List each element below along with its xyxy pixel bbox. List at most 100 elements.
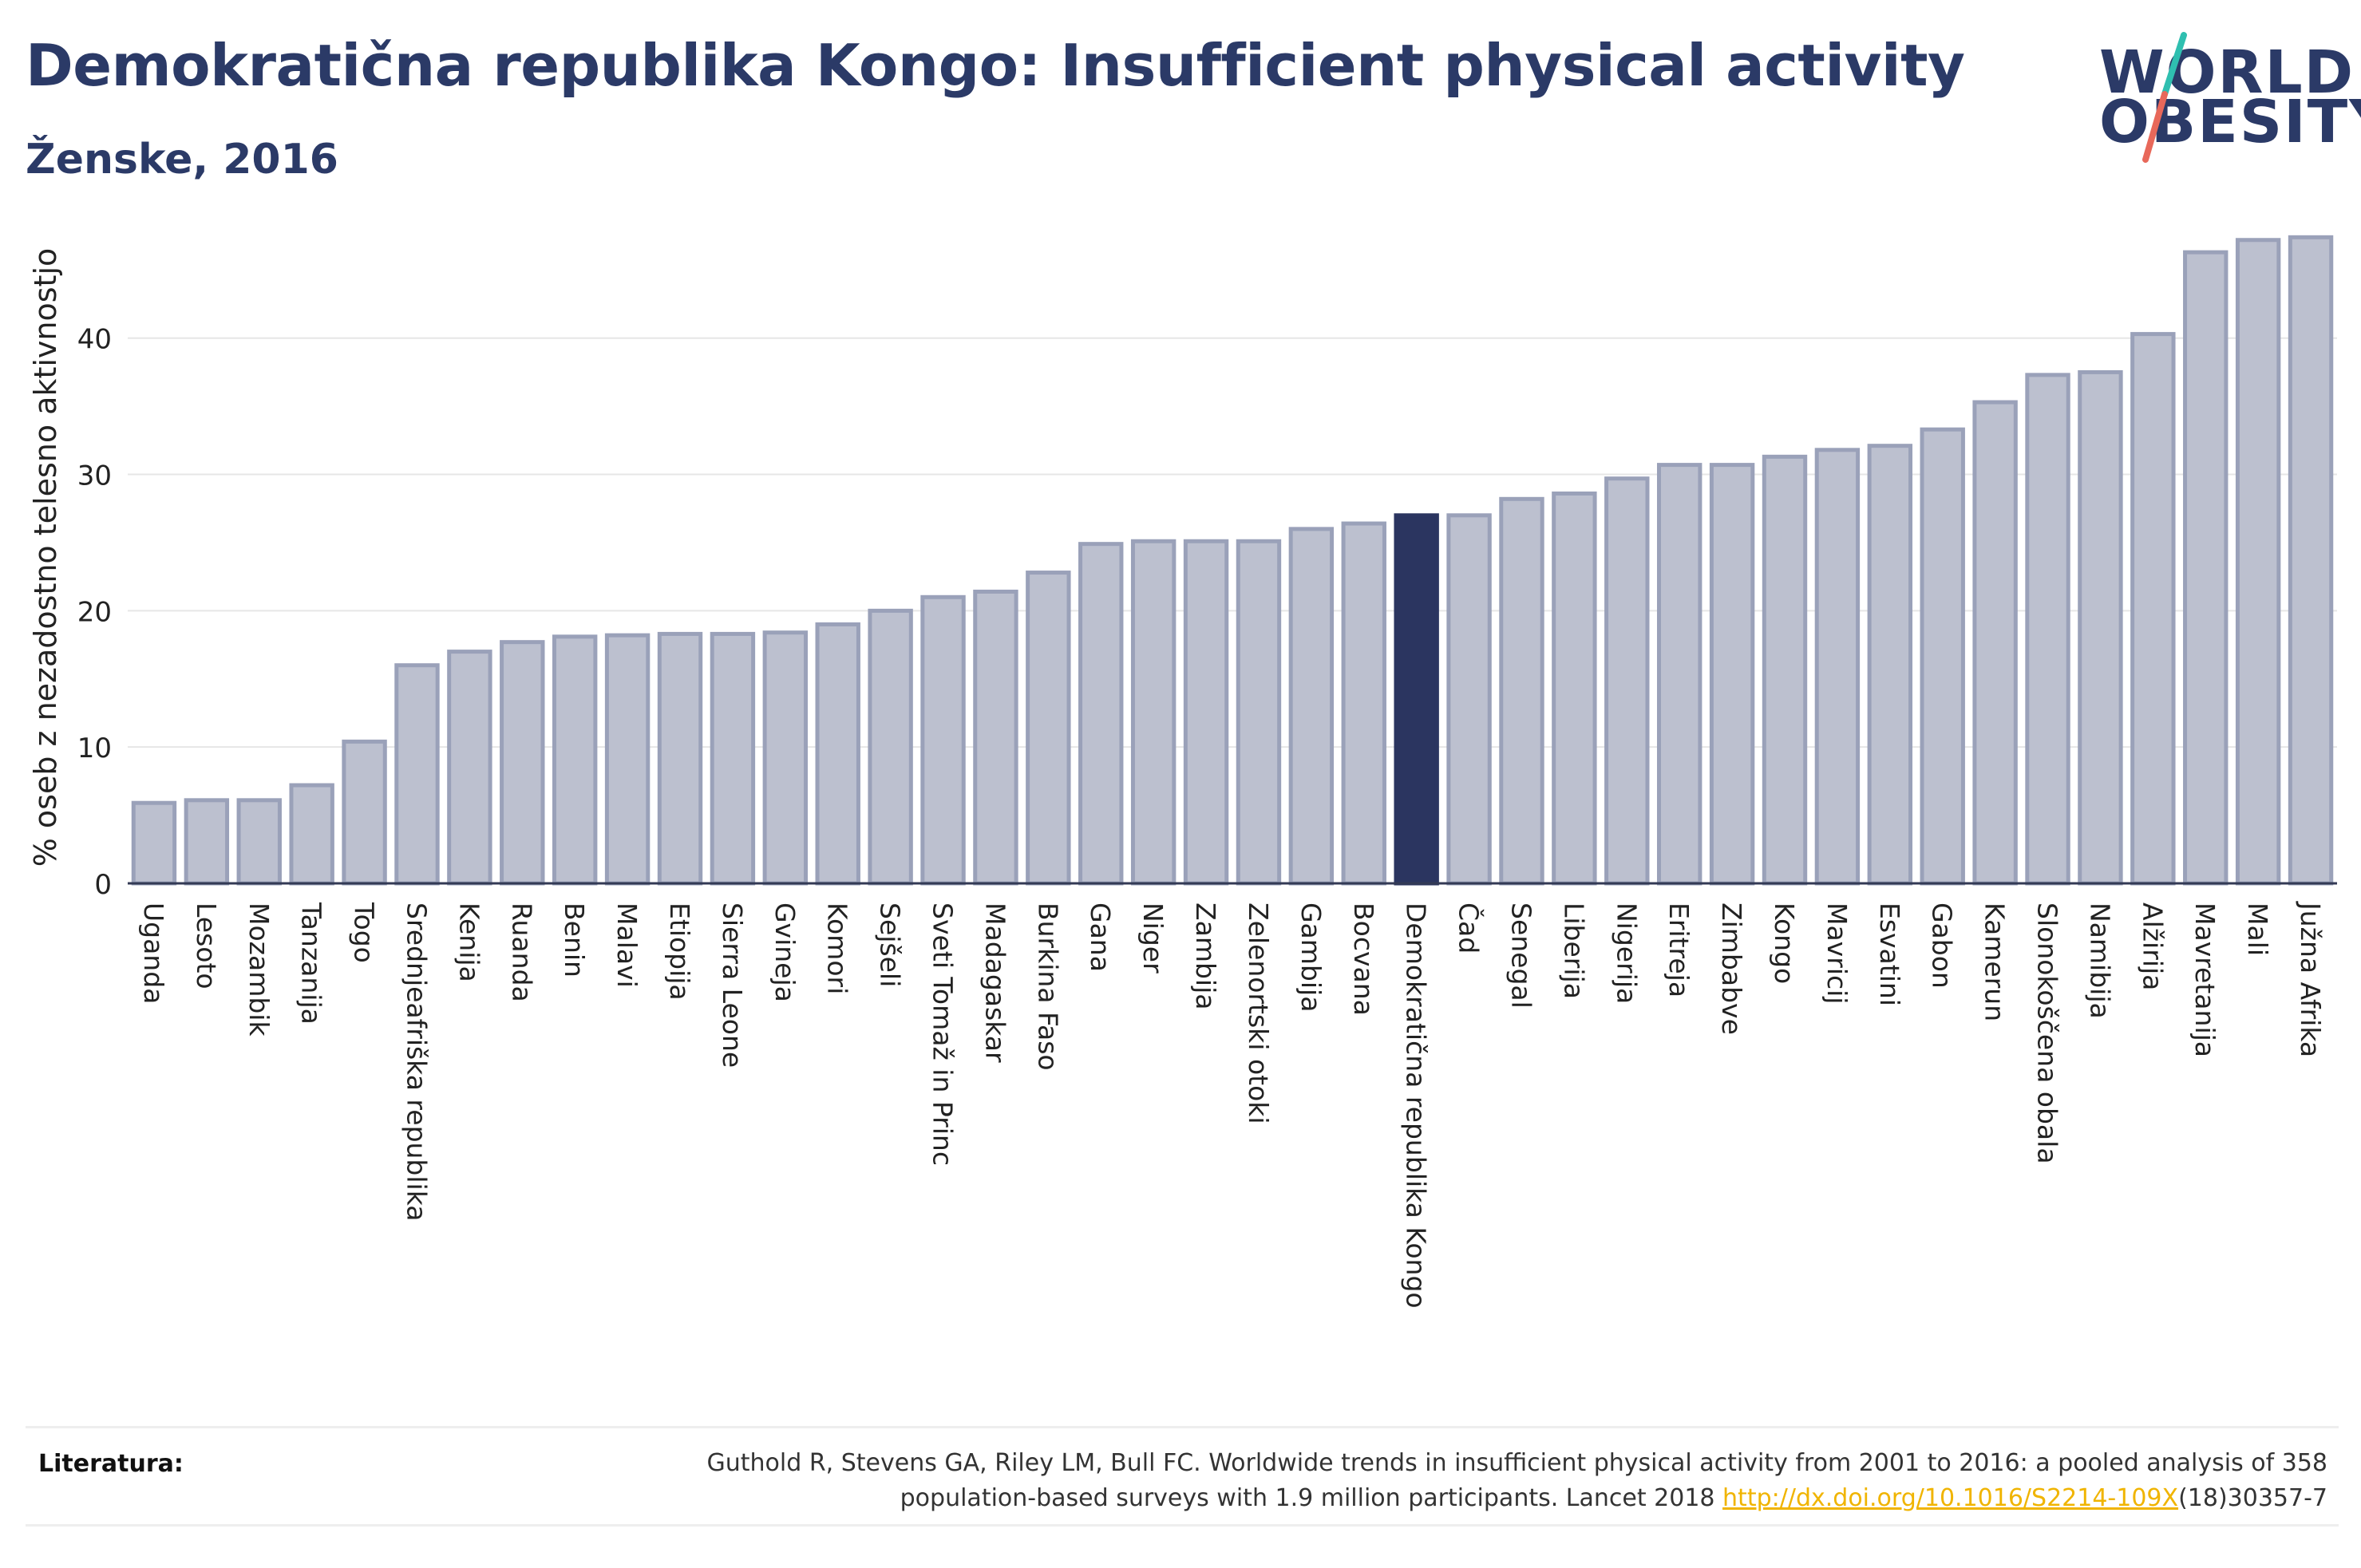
bar[interactable] [552, 634, 598, 886]
bar[interactable] [184, 798, 230, 886]
x-tick-label: Lesoto [191, 902, 222, 989]
bar[interactable] [1288, 527, 1335, 886]
x-tick-label: Liberija [1558, 902, 1589, 999]
bar[interactable] [1656, 463, 1703, 886]
bar[interactable] [868, 608, 913, 886]
bar[interactable] [2288, 235, 2334, 886]
bar[interactable] [1130, 539, 1177, 886]
x-tick-label: Zelenortski otoki [1243, 902, 1274, 1124]
bar[interactable] [1236, 539, 1282, 886]
x-tick-label: Komori [822, 902, 853, 994]
y-axis-label: % oseb z nezadostno telesno aktivnostjo [28, 248, 63, 867]
y-tick-label: 20 [77, 596, 112, 628]
x-tick-label: Tanzanija [296, 902, 327, 1025]
x-tick-label: Bocvana [1348, 902, 1379, 1016]
bar[interactable] [657, 631, 703, 886]
bar[interactable] [1026, 571, 1071, 886]
x-tick-label: Namibija [2084, 902, 2115, 1019]
citation-line-2-end: (18)30357-7 [2178, 1483, 2327, 1512]
bar[interactable] [1867, 444, 1913, 886]
bar[interactable] [762, 630, 809, 886]
bar[interactable] [1709, 463, 1755, 886]
x-tick-label: Srednjeafriška republika [401, 902, 432, 1221]
logo-word-obesity: OBESITY [2099, 88, 2361, 156]
x-tick-label: Čad [1453, 902, 1485, 954]
logo-word-world: WORLD [2099, 38, 2355, 107]
bar[interactable] [131, 800, 177, 886]
bar[interactable] [1604, 476, 1650, 886]
bar[interactable] [289, 783, 334, 886]
bar[interactable] [1972, 400, 2018, 886]
x-tick-label: Uganda [138, 902, 169, 1004]
bar[interactable] [710, 631, 756, 886]
x-tick-labels: Uganda Lesoto Mozambik Tanzanija Togo Srednje… [138, 901, 2326, 1309]
x-tick-label: Zimbabve [1716, 902, 1747, 1035]
citation-line-2: population-based surveys with 1.9 millio… [900, 1483, 1723, 1512]
bar[interactable] [1814, 448, 1861, 886]
x-tick-label: Alžirija [2137, 902, 2168, 990]
x-tick-label: Etiopija [664, 902, 695, 1001]
bar[interactable] [1762, 454, 1808, 886]
x-tick-label: Benin [559, 902, 590, 978]
x-tick-label: Nigerija [1611, 902, 1642, 1004]
bar[interactable] [1078, 542, 1124, 886]
x-tick-label: Malavi [611, 902, 643, 988]
bar[interactable] [342, 739, 387, 886]
x-tick-label: Mavricij [1821, 902, 1853, 1004]
x-tick-label: Mozambik [243, 902, 275, 1037]
x-tick-label: Sierra Leone [717, 902, 748, 1068]
y-tick-label: 10 [77, 733, 112, 764]
y-tick-label: 30 [77, 460, 112, 492]
y-tick-labels: 0 10 20 30 40 [77, 324, 112, 901]
bar[interactable] [973, 589, 1018, 886]
y-tick-label: 40 [77, 324, 112, 356]
x-tick-label: Ruanda [506, 902, 537, 1002]
bar[interactable] [2183, 250, 2229, 886]
x-tick-label: Mavretanija [2189, 902, 2221, 1057]
bar[interactable] [500, 640, 545, 886]
x-tick-label: Madagaskar [979, 902, 1010, 1063]
doi-link[interactable]: http://dx.doi.org/10.1016/S2214-109X [1722, 1483, 2179, 1512]
x-tick-label: Eritreja [1663, 902, 1695, 997]
bar[interactable] [2235, 238, 2281, 886]
x-tick-label: Kongo [1769, 902, 1800, 984]
citation-line-1: Guthold R, Stevens GA, Riley LM, Bull FC… [706, 1449, 2327, 1477]
x-tick-label: Kamerun [1979, 902, 2011, 1021]
y-tick-label: 0 [94, 869, 112, 901]
bar[interactable] [447, 650, 492, 886]
bar[interactable] [815, 622, 860, 886]
x-tick-label: Niger [1137, 902, 1169, 974]
bar[interactable] [920, 594, 966, 886]
bar[interactable] [1446, 513, 1492, 886]
logo-slash-icon [2142, 32, 2187, 163]
bar[interactable] [394, 663, 440, 886]
footer-divider-bottom [26, 1524, 2339, 1527]
bar[interactable] [1183, 539, 1229, 886]
bar[interactable] [2025, 373, 2070, 886]
world-obesity-logo: WORLD OBESITY [2075, 32, 2361, 168]
x-tick-label: Gambija [1295, 902, 1327, 1012]
bar[interactable] [1552, 491, 1597, 886]
x-tick-label: Mali [2242, 902, 2273, 956]
x-tick-label: Zambija [1190, 902, 1221, 1009]
bar[interactable] [1341, 521, 1386, 886]
bar[interactable] [1394, 513, 1439, 886]
bar[interactable] [236, 798, 282, 886]
x-tick-label: Esvatini [1874, 902, 1905, 1006]
bar[interactable] [2078, 369, 2123, 886]
x-tick-label: Togo [349, 902, 380, 963]
citation: Guthold R, Stevens GA, Riley LM, Bull FC… [492, 1446, 2327, 1515]
chart-subtitle: Ženske, 2016 [26, 136, 338, 184]
x-tick-label: Južna Afrika [2295, 901, 2326, 1057]
x-tick-label: Gana [1085, 902, 1116, 972]
x-tick-label: Sejšeli [875, 902, 906, 987]
gridlines [128, 337, 2337, 748]
x-tick-label: Senegal [1505, 902, 1536, 1009]
references-label: Literatura: [38, 1450, 184, 1478]
bar[interactable] [1499, 496, 1544, 886]
bar[interactable] [604, 633, 651, 886]
bars [131, 235, 2334, 886]
bar[interactable] [1920, 427, 1965, 886]
bar[interactable] [2130, 332, 2176, 886]
chart-title: Demokratična republika Kongo: Insufficie… [26, 32, 1965, 99]
